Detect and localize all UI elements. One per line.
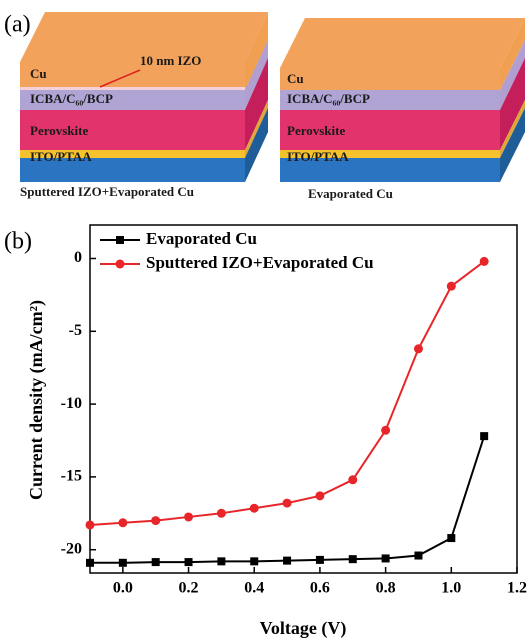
y-tick-label: -5 — [69, 322, 82, 339]
marker — [86, 559, 94, 567]
izo-text: 10 nm IZO — [140, 53, 201, 68]
y-tick-label: 0 — [74, 249, 82, 266]
x-tick-label: 0.4 — [244, 580, 264, 597]
marker — [250, 557, 258, 565]
x-tick-label: 0.8 — [376, 580, 396, 597]
marker — [447, 282, 456, 291]
layer-text: Perovskite — [287, 123, 345, 138]
marker — [382, 554, 390, 562]
marker — [414, 552, 422, 560]
y-tick-label: -10 — [61, 395, 82, 412]
layer-izo — [20, 87, 245, 90]
x-tick-label: 1.2 — [507, 580, 527, 597]
marker — [118, 518, 127, 527]
panel-a: (a) Cu 10 nm IZO ICBA/C₆₀/BCP Perovskite… — [4, 12, 525, 201]
marker — [151, 516, 160, 525]
layer-cu — [280, 68, 500, 90]
marker — [217, 509, 226, 518]
legend-marker — [116, 236, 124, 244]
x-tick-label: 1.0 — [441, 580, 461, 597]
marker — [480, 432, 488, 440]
x-tick-label: 0.6 — [310, 580, 330, 597]
layer-text: ITO/PTAA — [287, 149, 349, 164]
marker — [316, 556, 324, 564]
marker — [348, 475, 357, 484]
marker — [414, 344, 423, 353]
marker — [119, 559, 127, 567]
series-line — [90, 261, 484, 525]
marker — [447, 534, 455, 542]
legend-marker — [116, 260, 125, 269]
panel-b: (b) Voltage (V) Current density (mA/cm²)… — [4, 225, 527, 639]
marker — [184, 512, 193, 521]
panel-label: (b) — [4, 229, 32, 255]
layer-text: Cu — [30, 66, 47, 81]
layer-text: ICBA/C₆₀/BCP — [287, 91, 370, 106]
marker — [349, 555, 357, 563]
panel-label: (a) — [4, 12, 31, 38]
layer-top — [280, 18, 525, 68]
marker — [381, 426, 390, 435]
marker — [152, 558, 160, 566]
marker — [480, 257, 489, 266]
layer-cu — [20, 62, 245, 87]
y-tick-label: -20 — [61, 540, 82, 557]
marker — [315, 491, 324, 500]
figure: (a) Cu 10 nm IZO ICBA/C₆₀/BCP Perovskite… — [0, 0, 531, 641]
legend-label: Sputtered IZO+Evaporated Cu — [146, 253, 374, 272]
legend-label: Evaporated Cu — [146, 229, 257, 248]
layer-text: Cu — [287, 71, 304, 86]
layer-text: ITO/PTAA — [30, 149, 92, 164]
marker — [217, 557, 225, 565]
caption: Sputtered IZO+Evaporated Cu — [20, 184, 194, 199]
layer-text: ICBA/C₆₀/BCP — [30, 91, 113, 106]
caption: Evaporated Cu — [308, 186, 393, 201]
y-tick-label: -15 — [61, 468, 82, 485]
x-tick-label: 0.0 — [113, 580, 133, 597]
layer-text: Perovskite — [30, 123, 88, 138]
marker — [86, 520, 95, 529]
marker — [283, 499, 292, 508]
y-axis-label: Current density (mA/cm²) — [26, 300, 47, 500]
x-tick-label: 0.2 — [179, 580, 199, 597]
x-axis-label: Voltage (V) — [260, 618, 347, 639]
marker — [250, 504, 259, 513]
marker — [283, 557, 291, 565]
marker — [185, 558, 193, 566]
